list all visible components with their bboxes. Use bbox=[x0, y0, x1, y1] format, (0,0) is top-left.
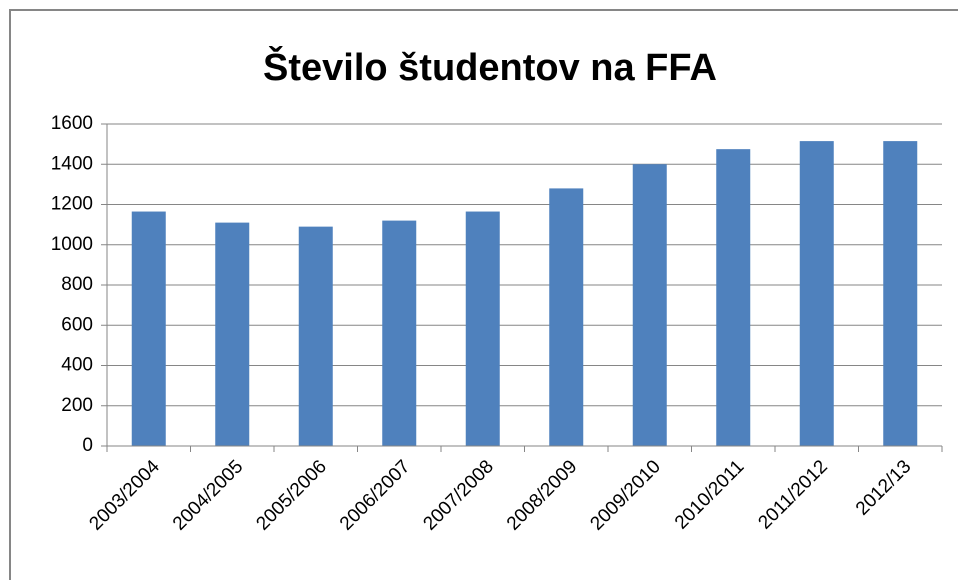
y-tick-label: 400 bbox=[61, 355, 93, 376]
bar bbox=[549, 188, 584, 446]
y-tick-label: 200 bbox=[61, 395, 93, 416]
bar bbox=[799, 141, 834, 446]
bar bbox=[883, 141, 918, 446]
bar bbox=[465, 211, 500, 446]
bar bbox=[131, 211, 166, 446]
bar bbox=[298, 226, 333, 446]
bar bbox=[382, 220, 417, 446]
bar bbox=[632, 164, 667, 446]
bar bbox=[215, 222, 250, 446]
bar bbox=[716, 149, 751, 446]
y-tick-label: 1200 bbox=[51, 194, 93, 215]
y-tick-label: 0 bbox=[82, 435, 93, 456]
y-tick-label: 600 bbox=[61, 314, 93, 335]
chart-title: Število študentov na FFA bbox=[263, 44, 717, 89]
y-tick-label: 1000 bbox=[51, 234, 93, 255]
y-tick-label: 800 bbox=[61, 274, 93, 295]
y-tick-label: 1600 bbox=[51, 113, 93, 134]
y-tick-label: 1400 bbox=[51, 153, 93, 174]
